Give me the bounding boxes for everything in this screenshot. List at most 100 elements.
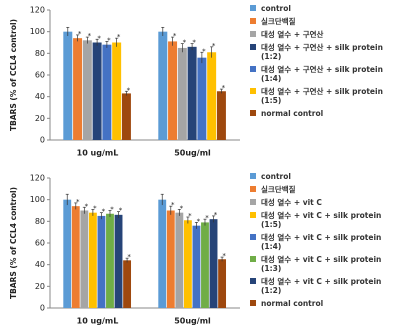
x-tick-label: 10 ug/mL xyxy=(77,317,119,326)
error-bar xyxy=(171,36,175,46)
y-tick-label: 20 xyxy=(35,282,45,291)
legend-item: 대성 열수 + vit C + silk protein (1:2) xyxy=(250,277,400,295)
legend-label: control xyxy=(261,172,291,181)
x-tick-label: 50ug/ml xyxy=(174,149,211,158)
legend-label: 대성 열수 + 구연산 + silk protein (1:2) xyxy=(261,43,383,61)
significance-label: * xyxy=(127,253,131,261)
y-tick-label: 120 xyxy=(30,6,45,15)
legend-swatch xyxy=(250,186,256,192)
significance-label: * xyxy=(119,207,123,215)
error-bar xyxy=(115,37,119,47)
significance-label: * xyxy=(93,204,97,212)
legend-label: 대성 열수 + vit C xyxy=(261,198,322,207)
error-bar xyxy=(180,43,184,53)
significance-label: * xyxy=(202,47,206,55)
legend-item: normal control xyxy=(250,299,400,308)
y-tick-label: 20 xyxy=(35,114,45,123)
bar xyxy=(209,219,218,308)
legend-item: 대성 열수 + 구연산 + silk protein (1:4) xyxy=(250,65,400,83)
legend-swatch xyxy=(250,278,256,284)
significance-label: * xyxy=(197,217,201,225)
significance-label: * xyxy=(214,211,218,219)
error-bar xyxy=(220,256,224,262)
error-bar xyxy=(95,38,99,46)
bar xyxy=(73,38,83,140)
significance-label: * xyxy=(171,201,175,209)
y-axis-label: TBARS (% of CCL4 control) xyxy=(9,187,18,299)
bar xyxy=(158,199,167,308)
legend-swatch xyxy=(250,300,256,306)
error-bar xyxy=(212,215,216,223)
error-bar xyxy=(125,257,129,263)
legend-swatch xyxy=(250,199,256,205)
y-tick-label: 80 xyxy=(35,49,45,58)
legend-item: normal control xyxy=(250,109,400,118)
bar xyxy=(216,91,226,140)
legend-label: 대성 열수 + vit C + silk protein (1:4) xyxy=(261,233,382,251)
legend-item: 대성 열수 + vit C + silk protein (1:3) xyxy=(250,255,400,273)
legend-label: normal control xyxy=(261,109,324,118)
significance-label: * xyxy=(183,39,187,47)
bar xyxy=(63,31,73,141)
legend-label: 대성 열수 + 구연산 xyxy=(261,30,324,39)
error-bar xyxy=(99,212,103,220)
legend-item: 대성 열수 + vit C + silk protein (1:5) xyxy=(250,211,400,229)
bar xyxy=(97,215,106,308)
error-bar xyxy=(190,43,194,51)
bar xyxy=(92,42,102,140)
chart: 0 20 40 60 80 100 120 TBARS (% of CCL4 control)… xyxy=(9,174,240,326)
legend-label: control xyxy=(261,4,291,13)
error-bar xyxy=(161,26,165,36)
y-tick-label: 40 xyxy=(35,92,45,101)
legend-item: 실크단백질 xyxy=(250,17,400,26)
significance-label: * xyxy=(222,252,226,260)
legend-swatch xyxy=(250,88,256,94)
error-bar xyxy=(74,202,78,210)
error-bar xyxy=(108,210,112,217)
bar xyxy=(175,212,184,308)
significance-label: * xyxy=(117,33,121,41)
y-tick-label: 100 xyxy=(30,27,45,36)
legend-label: 실크단백질 xyxy=(261,17,296,26)
y-tick-label: 60 xyxy=(35,71,45,80)
chart-panel: 0 20 40 60 80 100 120 TBARS (% of CCL4 control)… xyxy=(0,0,404,167)
chart-panel: 0 20 40 60 80 100 120 TBARS (% of CCL4 control)… xyxy=(0,168,404,335)
legend-swatch xyxy=(250,234,256,240)
bar xyxy=(88,212,97,308)
y-tick-label: 60 xyxy=(35,239,45,248)
legend-item: 대성 열수 + 구연산 + silk protein (1:5) xyxy=(250,87,400,105)
bar xyxy=(201,222,209,308)
error-bar xyxy=(186,216,190,224)
error-bar xyxy=(82,206,86,214)
y-tick-label: 0 xyxy=(40,304,45,313)
significance-label: * xyxy=(102,208,106,216)
legend-swatch xyxy=(250,31,256,37)
bar xyxy=(183,220,192,308)
significance-label: * xyxy=(212,42,216,50)
significance-label: * xyxy=(188,212,192,220)
legend-item: control xyxy=(250,172,400,181)
significance-label: * xyxy=(85,202,89,210)
error-bar xyxy=(65,193,69,206)
significance-label: * xyxy=(222,84,226,92)
bar xyxy=(71,206,80,308)
error-bar xyxy=(219,88,223,94)
legend-label: 대성 열수 + 구연산 + silk protein (1:5) xyxy=(261,87,383,105)
significance-label: * xyxy=(88,32,92,40)
bar xyxy=(121,93,131,140)
y-tick-label: 80 xyxy=(35,217,45,226)
bar xyxy=(82,40,92,141)
legend-swatch xyxy=(250,18,256,24)
legend-swatch xyxy=(250,44,256,50)
legend-item: 대성 열수 + vit C + silk protein (1:4) xyxy=(250,233,400,251)
y-tick-label: 0 xyxy=(40,136,45,145)
x-tick-label: 50ug/ml xyxy=(174,317,211,326)
legend-label: 대성 열수 + vit C + silk protein (1:3) xyxy=(261,255,382,273)
y-tick-label: 100 xyxy=(30,195,45,204)
legend-label: 대성 열수 + 구연산 + silk protein (1:4) xyxy=(261,65,383,83)
bar xyxy=(192,225,201,308)
bar xyxy=(106,213,114,308)
significance-label: * xyxy=(205,214,209,222)
